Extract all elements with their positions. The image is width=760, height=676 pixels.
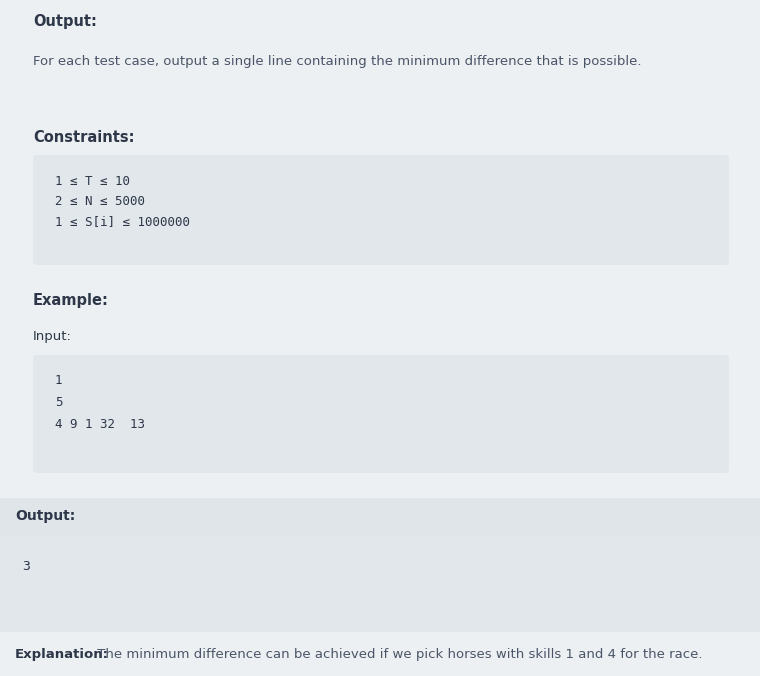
Text: Input:: Input: (33, 330, 72, 343)
Text: Example:: Example: (33, 293, 109, 308)
FancyBboxPatch shape (33, 155, 729, 265)
Text: 5: 5 (55, 396, 62, 409)
Text: 1 ≤ T ≤ 10: 1 ≤ T ≤ 10 (55, 175, 130, 188)
Text: Output:: Output: (33, 14, 97, 29)
Bar (0, 536, 760, 632)
Text: Constraints:: Constraints: (33, 130, 135, 145)
Bar (0, 498, 760, 536)
FancyBboxPatch shape (33, 355, 729, 473)
Text: For each test case, output a single line containing the minimum difference that : For each test case, output a single line… (33, 55, 641, 68)
Text: 4 9 1 32  13: 4 9 1 32 13 (55, 418, 145, 431)
Text: The minimum difference can be achieved if we pick horses with skills 1 and 4 for: The minimum difference can be achieved i… (93, 648, 702, 661)
Text: Explanation:: Explanation: (15, 648, 109, 661)
Text: 1: 1 (55, 374, 62, 387)
Text: 3: 3 (22, 560, 30, 573)
Text: Output:: Output: (15, 509, 75, 523)
Text: 1 ≤ S[i] ≤ 1000000: 1 ≤ S[i] ≤ 1000000 (55, 215, 190, 228)
Text: 2 ≤ N ≤ 5000: 2 ≤ N ≤ 5000 (55, 195, 145, 208)
